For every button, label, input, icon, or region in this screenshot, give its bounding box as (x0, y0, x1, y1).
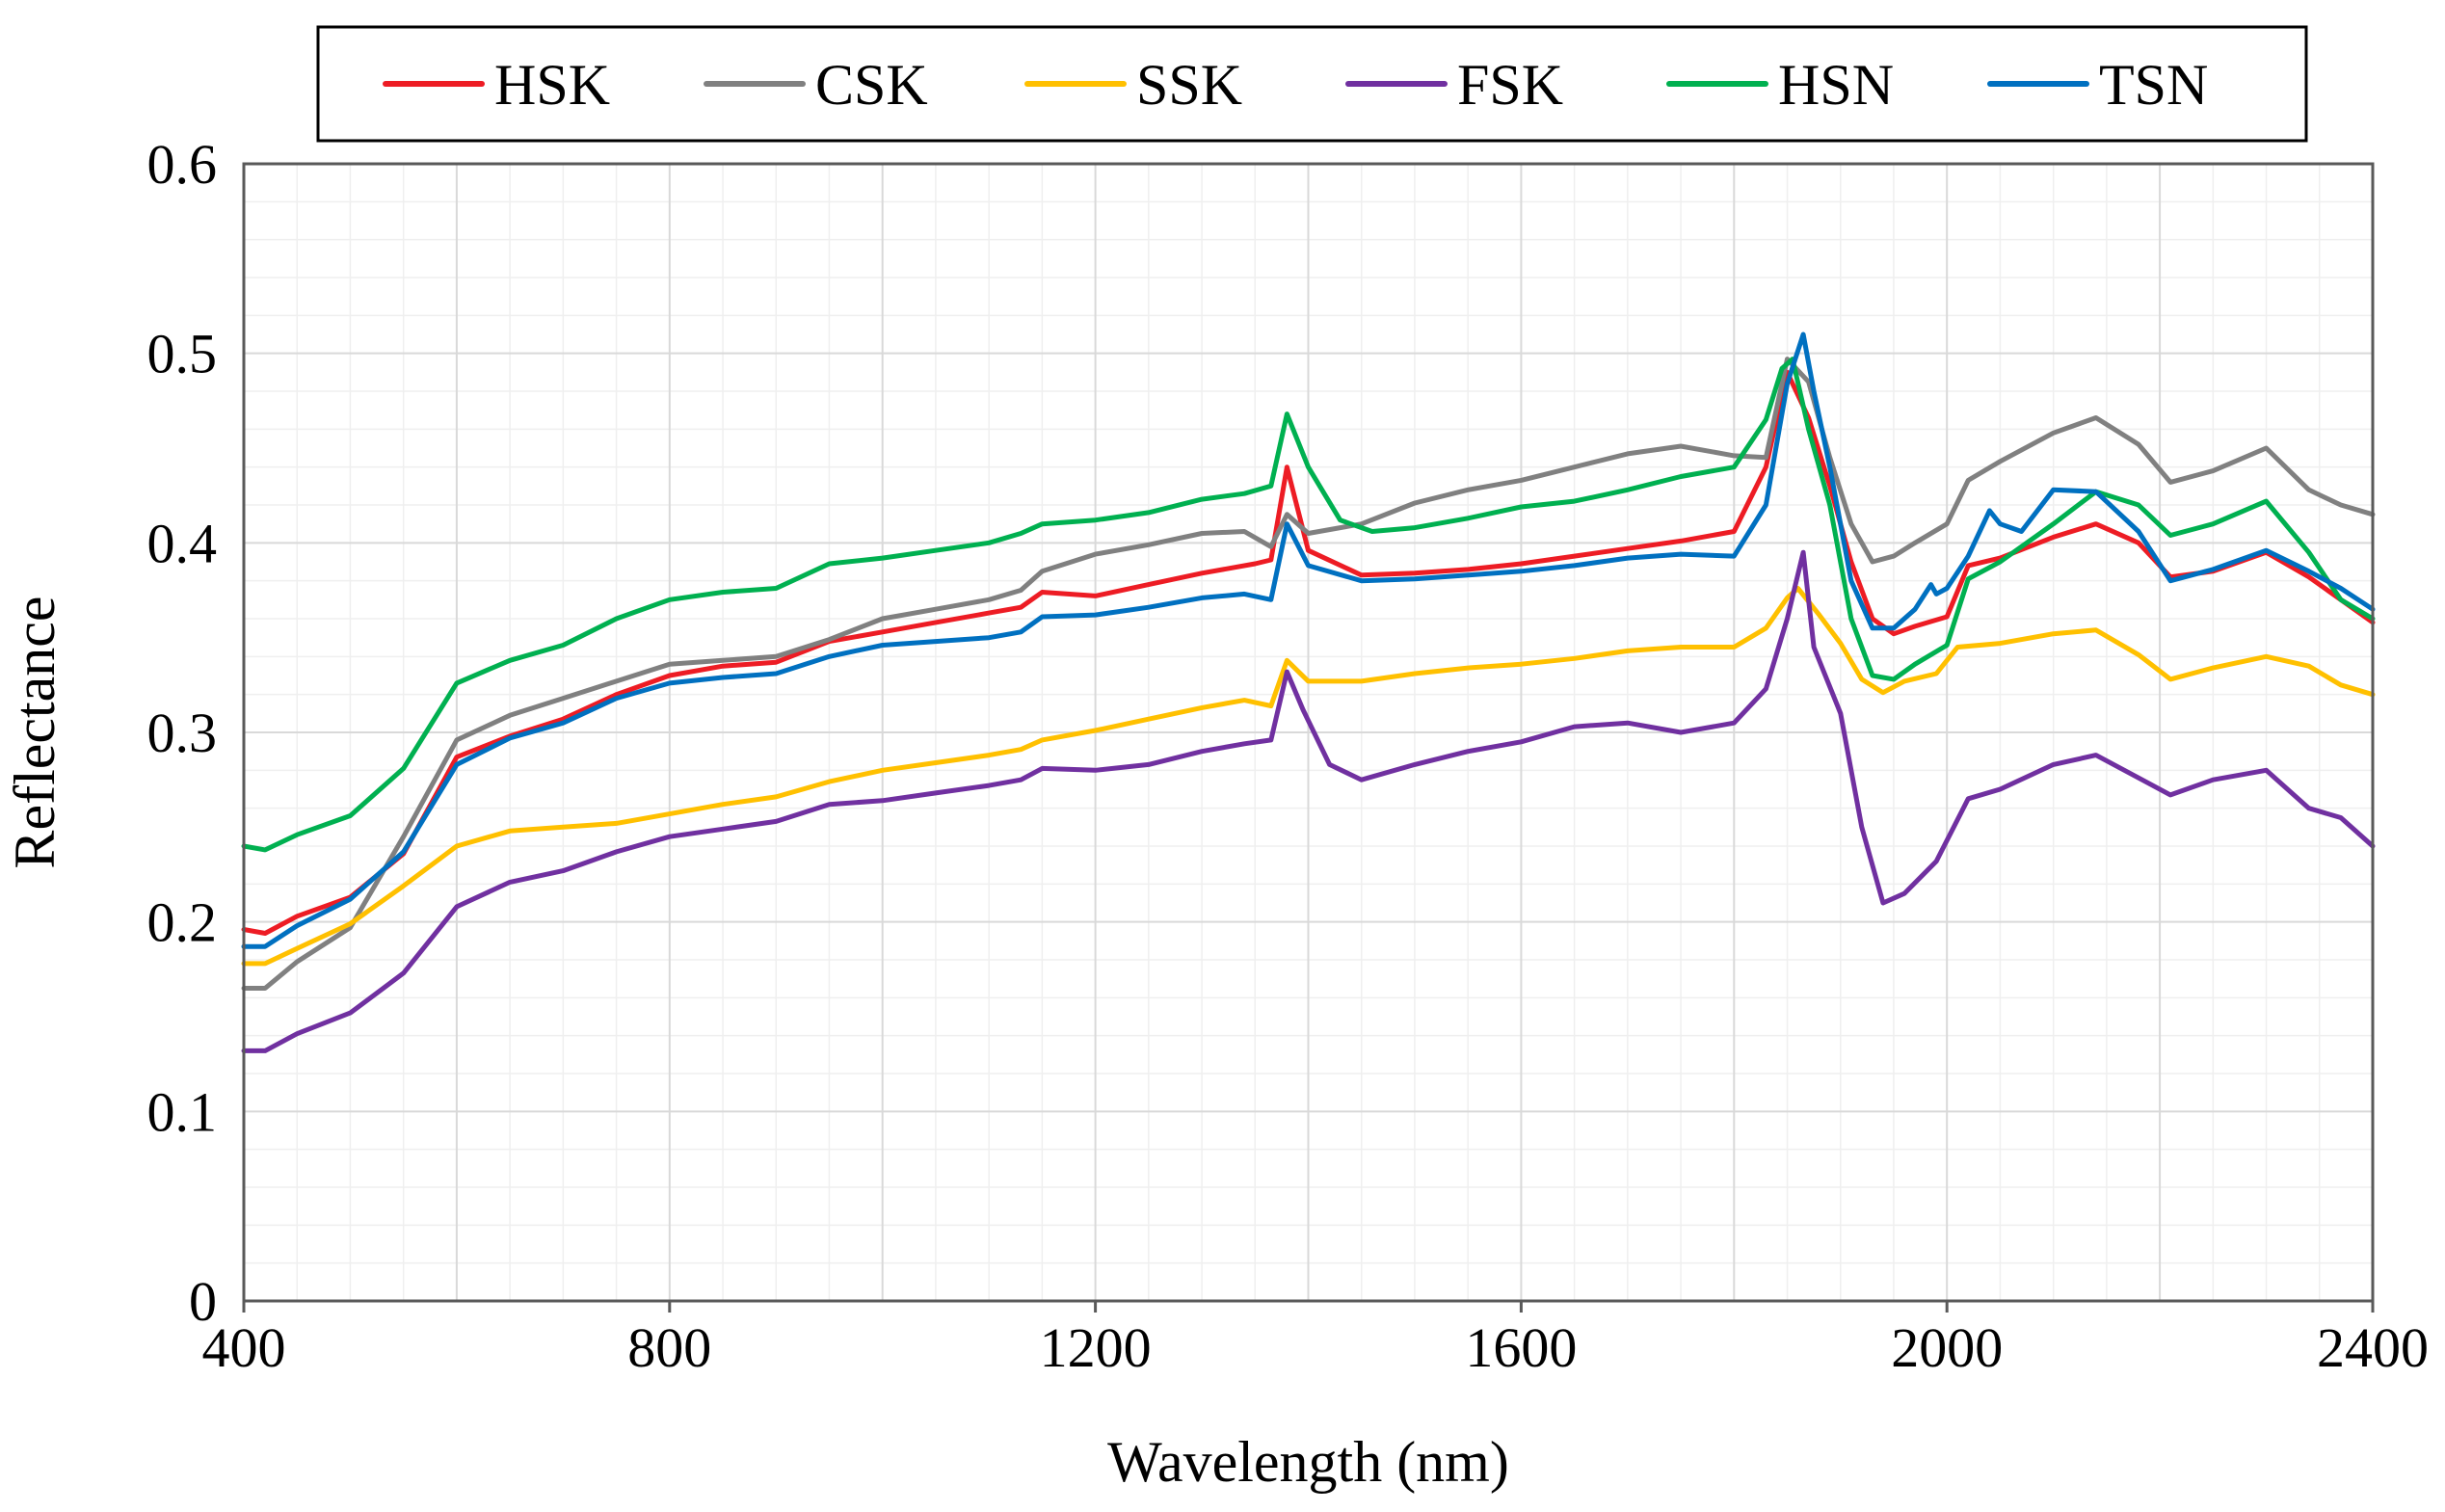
series-line-csk (241, 357, 2376, 991)
series-line-ssk (241, 586, 2376, 967)
legend-label-csk: CSK (815, 53, 928, 117)
x-tick-label: 800 (627, 1316, 711, 1379)
x-tick-label: 2000 (1891, 1316, 2003, 1379)
legend-label-ssk: SSK (1136, 53, 1242, 117)
series-line-fsk (241, 549, 2376, 1053)
y-axis-label: Reflectance (3, 596, 66, 868)
x-tick-label: 2400 (2317, 1316, 2429, 1379)
x-tick-label: 1200 (1040, 1316, 1152, 1379)
y-tick-label: 0.4 (147, 512, 218, 574)
legend-box (316, 25, 2308, 143)
y-tick-label: 0 (189, 1270, 217, 1333)
y-tick-label: 0.6 (147, 133, 218, 196)
plot-area-frame (242, 162, 2375, 1303)
legend: HSK CSK SSK FSK HSN TSN (316, 25, 2308, 143)
series-line-tsn (241, 332, 2376, 949)
x-axis-label: Wavelength (nm) (1107, 1430, 1509, 1494)
series-layer (241, 332, 2376, 1053)
y-tick-label: 0.3 (147, 702, 218, 764)
x-tick-label: 400 (202, 1316, 286, 1379)
y-tick-label: 0.1 (147, 1080, 218, 1143)
legend-label-hsk: HSK (494, 53, 610, 117)
x-axis-tick-labels: 400 800 1200 1600 2000 2400 (202, 1301, 2429, 1379)
y-tick-label: 0.2 (147, 891, 218, 954)
legend-label-fsk: FSK (1457, 53, 1563, 117)
x-tick-label: 1600 (1465, 1316, 1577, 1379)
series-line-hsn (241, 357, 2376, 853)
legend-label-tsn: TSN (2099, 53, 2208, 117)
y-axis-tick-labels: 0 0.1 0.2 0.3 0.4 0.5 0.6 (147, 133, 218, 1333)
y-tick-label: 0.5 (147, 323, 218, 385)
major-gridlines (244, 164, 2373, 1301)
legend-label-hsn: HSN (1778, 53, 1894, 117)
